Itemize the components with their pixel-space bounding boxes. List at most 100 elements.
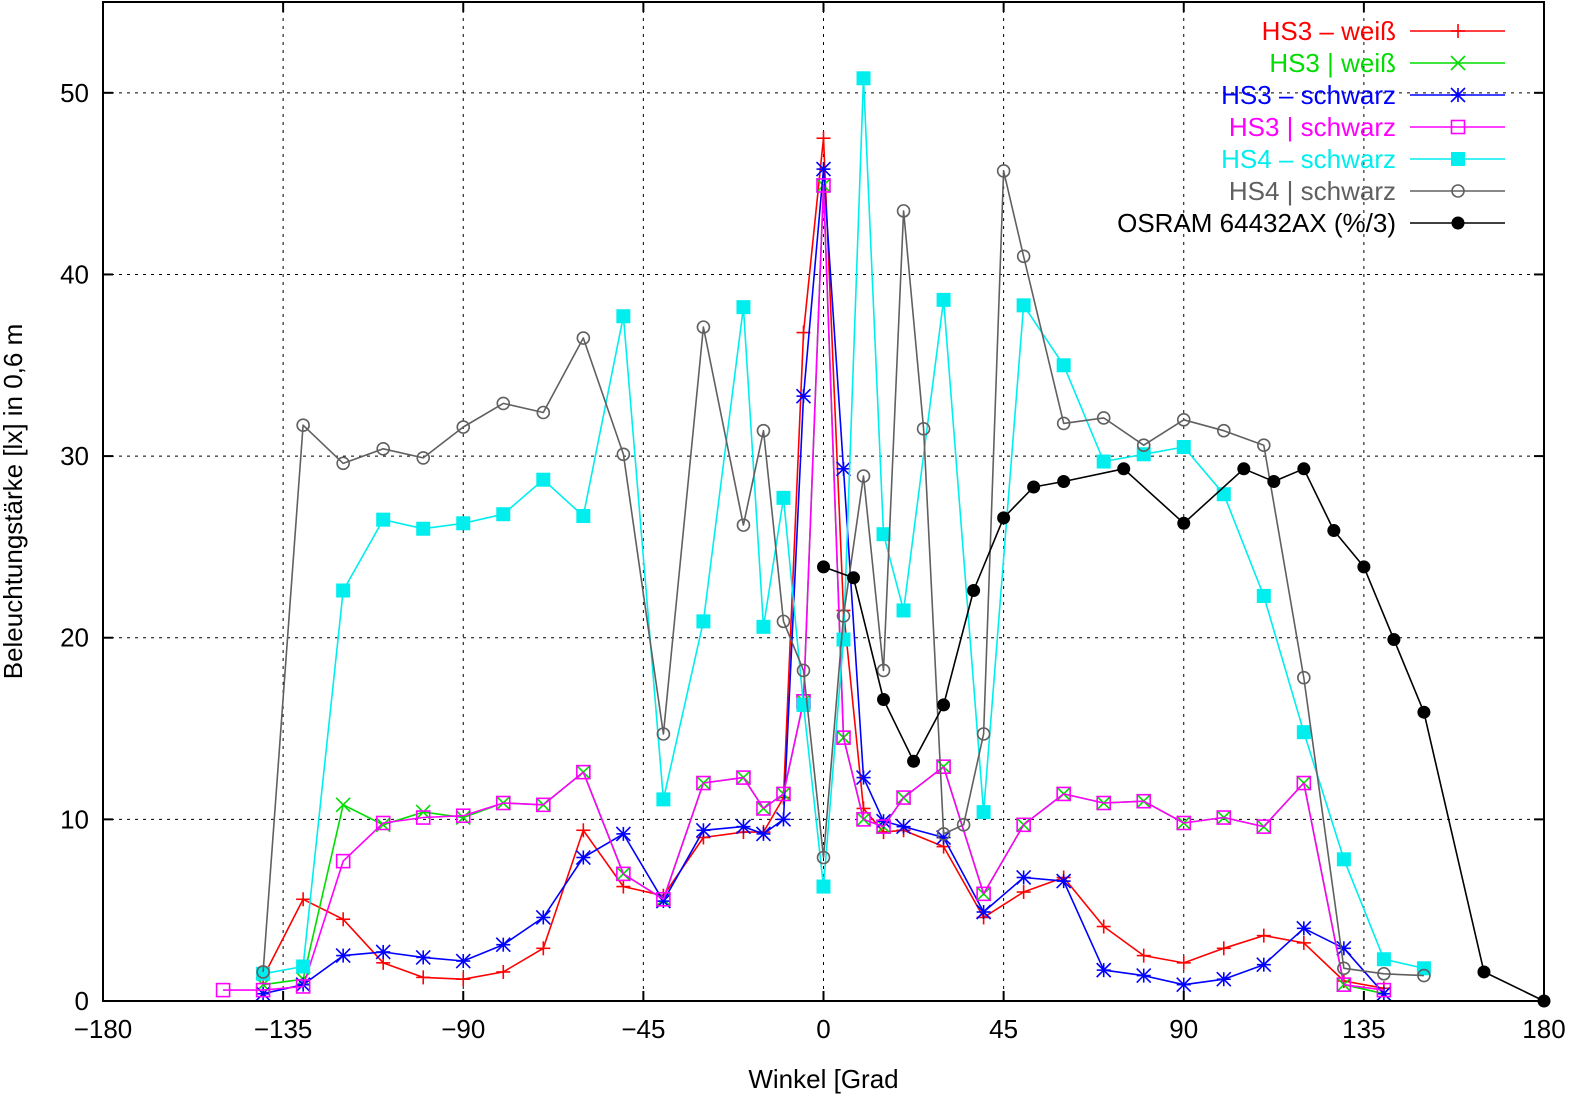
data-point bbox=[1357, 560, 1371, 574]
data-point bbox=[375, 815, 391, 831]
data-point bbox=[496, 507, 511, 522]
legend-entry: HS3 | weiß bbox=[1269, 48, 1505, 78]
legend-label: HS3 | schwarz bbox=[1229, 112, 1396, 142]
data-point bbox=[376, 442, 390, 456]
data-point bbox=[996, 164, 1011, 178]
legend-marker bbox=[1450, 87, 1466, 103]
data-point bbox=[1256, 819, 1272, 834]
data-point bbox=[1256, 957, 1272, 973]
data-point bbox=[756, 801, 771, 816]
data-point bbox=[1296, 725, 1311, 740]
data-point bbox=[1096, 411, 1111, 425]
legend-marker bbox=[1450, 119, 1466, 135]
data-point bbox=[836, 609, 851, 623]
data-point bbox=[1096, 454, 1111, 469]
data-point bbox=[416, 521, 431, 536]
legend-entry: HS3 – schwarz bbox=[1221, 80, 1505, 110]
series-4 bbox=[215, 178, 1392, 998]
data-point bbox=[776, 786, 791, 802]
data-point bbox=[535, 909, 551, 926]
data-point bbox=[616, 309, 631, 324]
data-point bbox=[816, 131, 831, 146]
data-point bbox=[1136, 968, 1152, 984]
data-point bbox=[876, 819, 891, 834]
data-point bbox=[1117, 462, 1131, 476]
data-point bbox=[1296, 775, 1312, 791]
data-point bbox=[1256, 588, 1271, 603]
data-point bbox=[1016, 249, 1031, 264]
data-point bbox=[1417, 705, 1431, 719]
x-axis-label: Winkel [Grad bbox=[748, 1064, 898, 1094]
data-point bbox=[756, 619, 771, 634]
data-point bbox=[576, 823, 591, 838]
series-layer bbox=[215, 71, 1551, 1008]
data-point bbox=[1136, 793, 1152, 809]
legend-label: HS3 | weiß bbox=[1269, 48, 1396, 78]
data-point bbox=[916, 422, 931, 436]
data-point bbox=[736, 770, 751, 785]
data-point bbox=[536, 405, 551, 420]
data-point bbox=[1176, 440, 1191, 455]
data-point bbox=[796, 663, 811, 678]
data-point bbox=[1177, 516, 1191, 530]
legend-marker bbox=[1451, 216, 1465, 230]
data-point bbox=[1297, 462, 1311, 476]
data-point bbox=[1176, 977, 1192, 993]
x-tick-label: −135 bbox=[254, 1014, 313, 1044]
y-tick-label: 0 bbox=[75, 986, 89, 1016]
data-point bbox=[295, 979, 311, 994]
data-point bbox=[895, 819, 912, 835]
data-point bbox=[815, 161, 832, 177]
data-point bbox=[816, 879, 831, 894]
data-point bbox=[1327, 524, 1341, 538]
data-point bbox=[1337, 961, 1351, 976]
data-point bbox=[836, 632, 851, 647]
data-point bbox=[936, 759, 951, 774]
legend-entry: HS4 – schwarz bbox=[1221, 144, 1505, 174]
data-point bbox=[1016, 817, 1031, 833]
data-point bbox=[696, 775, 711, 791]
data-point bbox=[1027, 480, 1041, 494]
data-point bbox=[1376, 982, 1392, 998]
data-point bbox=[1016, 869, 1032, 886]
data-point bbox=[976, 805, 991, 820]
legend-marker bbox=[1451, 24, 1465, 38]
data-point bbox=[1477, 965, 1491, 979]
data-point bbox=[375, 944, 391, 960]
legend-entry: HS4 | schwarz bbox=[1229, 176, 1505, 206]
data-point bbox=[1056, 358, 1071, 373]
series-7 bbox=[817, 462, 1551, 1008]
data-point bbox=[1336, 977, 1352, 992]
data-point bbox=[335, 948, 351, 964]
data-point bbox=[1056, 786, 1071, 802]
data-point bbox=[1176, 412, 1191, 427]
data-point bbox=[1336, 852, 1351, 867]
data-point bbox=[1096, 962, 1112, 978]
x-tick-label: 90 bbox=[1169, 1014, 1198, 1044]
data-point bbox=[936, 827, 951, 841]
data-point bbox=[1416, 961, 1431, 976]
data-point bbox=[1267, 475, 1281, 489]
data-point bbox=[795, 388, 812, 404]
data-point bbox=[496, 964, 511, 979]
legend-label: HS3 – schwarz bbox=[1221, 80, 1396, 110]
y-axis-label: Beleuchtungstärke [lx] in 0,6 m bbox=[0, 324, 28, 680]
data-point bbox=[835, 461, 852, 477]
data-point bbox=[576, 764, 591, 780]
data-point bbox=[1376, 952, 1391, 967]
data-point bbox=[1296, 935, 1311, 950]
x-tick-label: −90 bbox=[441, 1014, 485, 1044]
data-point bbox=[255, 986, 271, 1002]
data-point bbox=[816, 850, 831, 865]
legend-label: HS4 – schwarz bbox=[1221, 144, 1396, 174]
data-point bbox=[296, 892, 311, 907]
data-point bbox=[1096, 919, 1111, 934]
series-line bbox=[823, 467, 1545, 1002]
data-point bbox=[415, 810, 431, 825]
data-point bbox=[855, 770, 872, 786]
data-point bbox=[836, 730, 851, 745]
data-point bbox=[1096, 795, 1111, 811]
data-point bbox=[776, 614, 791, 629]
data-point bbox=[695, 822, 711, 838]
